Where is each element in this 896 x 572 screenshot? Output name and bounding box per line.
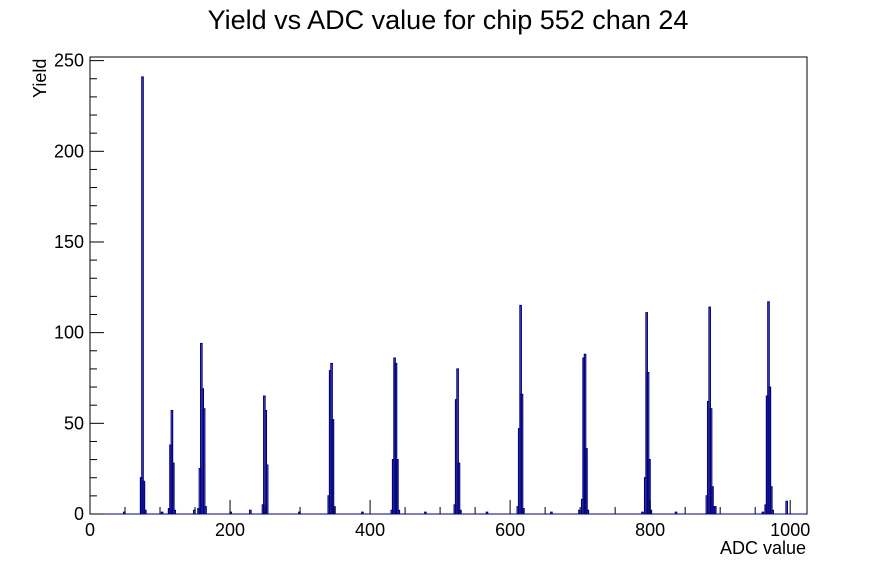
histogram-bin xyxy=(674,511,678,514)
histogram-bin xyxy=(457,462,461,514)
x-tick-label: 200 xyxy=(215,520,245,540)
histogram-bin xyxy=(768,386,772,514)
y-axis-label: Yield xyxy=(30,59,50,98)
histogram-bin xyxy=(396,459,399,514)
x-axis-ticks: 0 200 400 600 800 1000 xyxy=(85,500,810,540)
histogram-bin xyxy=(160,511,164,514)
y-tick-label: 250 xyxy=(54,51,84,71)
chart-title: Yield vs ADC value for chip 552 chan 24 xyxy=(208,5,689,35)
x-tick-label: 600 xyxy=(495,520,525,540)
y-tick-label: 200 xyxy=(54,141,84,161)
y-tick-label: 50 xyxy=(64,413,84,433)
histogram-bin xyxy=(520,393,524,514)
histogram-bin xyxy=(771,509,774,514)
histogram-bin xyxy=(485,511,489,514)
histogram-bin xyxy=(586,509,590,514)
histogram-bin xyxy=(583,353,587,514)
histogram-series xyxy=(90,76,807,515)
histogram-bin xyxy=(141,76,144,514)
histogram-bin xyxy=(170,410,174,514)
histogram-bin xyxy=(761,511,765,514)
histogram-bin xyxy=(204,506,207,514)
histogram-bin xyxy=(331,419,335,514)
histogram-bin xyxy=(550,511,553,514)
plot-frame xyxy=(89,56,808,515)
histogram-bin xyxy=(459,509,462,514)
histogram-bin xyxy=(265,464,269,514)
histogram-bin xyxy=(249,509,252,514)
histogram-bin xyxy=(172,462,175,514)
y-tick-label: 100 xyxy=(54,323,84,343)
x-tick-label: 400 xyxy=(355,520,385,540)
histogram-bin xyxy=(456,368,459,514)
histogram-bin xyxy=(641,511,644,514)
histogram-bin xyxy=(394,362,398,514)
x-tick-label: 1000 xyxy=(770,520,810,540)
histogram-bin xyxy=(202,408,206,514)
y-tick-label: 0 xyxy=(74,504,84,524)
histogram-bin xyxy=(769,486,773,514)
histogram-bin xyxy=(585,448,588,514)
x-tick-label: 800 xyxy=(635,520,665,540)
histogram-bin xyxy=(173,509,177,514)
y-tick-label: 150 xyxy=(54,232,84,252)
histogram-bin xyxy=(424,511,427,514)
histogram-bin xyxy=(713,506,717,514)
y-axis-ticks: 0 50 100 150 200 250 xyxy=(54,51,104,524)
x-axis-label: ADC value xyxy=(720,538,806,558)
histogram-bin xyxy=(522,507,525,514)
histogram-bin xyxy=(711,486,714,514)
histogram-bin xyxy=(361,511,364,514)
histogram-bin xyxy=(397,509,401,514)
x-tick-label: 0 xyxy=(85,520,95,540)
histogram-bin xyxy=(144,509,147,514)
histogram-bin xyxy=(785,500,788,514)
histogram-bin xyxy=(646,371,650,514)
histogram-bin xyxy=(142,480,146,514)
histogram-bin xyxy=(648,459,651,514)
histogram-bin xyxy=(709,408,713,514)
histogram-bin xyxy=(264,410,268,514)
